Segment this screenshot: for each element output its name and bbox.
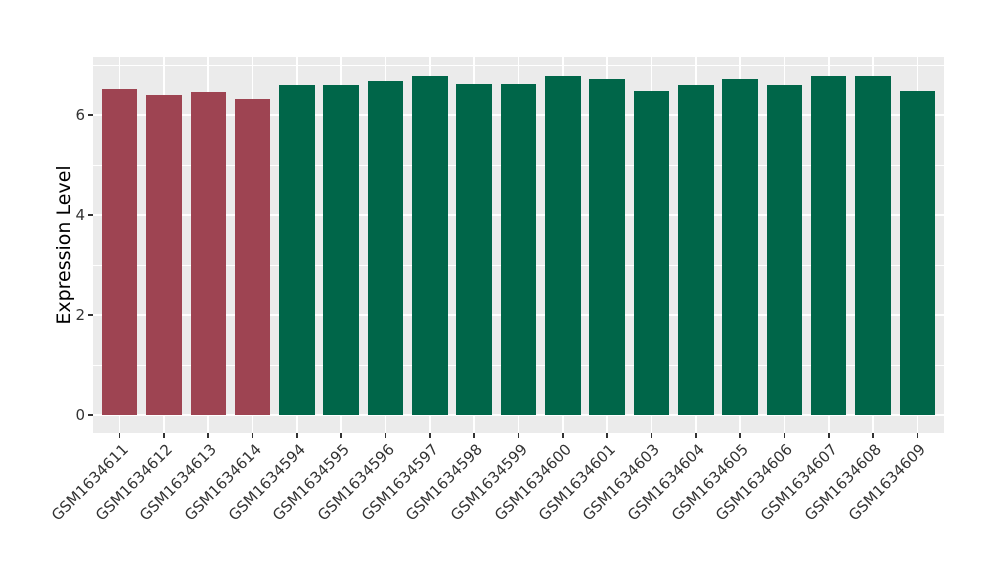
- x-tick-mark: [296, 433, 298, 438]
- y-axis-title: Expression Level: [53, 165, 75, 325]
- bar-GSM1634614: [234, 98, 271, 415]
- x-tick-mark: [562, 433, 564, 438]
- bar-GSM1634596: [367, 80, 404, 415]
- bar-GSM1634600: [545, 75, 581, 415]
- x-tick-mark: [517, 433, 520, 438]
- x-tick-mark: [828, 433, 830, 438]
- x-tick-mark: [916, 433, 919, 438]
- x-tick-mark: [606, 433, 608, 438]
- bar-GSM1634603: [633, 90, 670, 415]
- y-tick-label: 4: [75, 206, 85, 224]
- y-tick-mark: [88, 214, 93, 216]
- y-tick-label: 0: [75, 406, 85, 424]
- x-tick-mark: [384, 433, 387, 438]
- x-tick-mark: [207, 433, 209, 438]
- bar-GSM1634612: [146, 95, 182, 415]
- x-tick-mark: [695, 433, 697, 438]
- bar-GSM1634598: [456, 84, 492, 415]
- bar-GSM1634599: [500, 84, 537, 415]
- bar-GSM1634594: [279, 84, 315, 415]
- bar-GSM1634608: [855, 76, 891, 415]
- bar-GSM1634605: [722, 79, 758, 415]
- bar-GSM1634606: [766, 84, 803, 415]
- y-tick-mark: [88, 314, 93, 316]
- bar-GSM1634597: [412, 75, 448, 415]
- plot-panel: [93, 57, 944, 433]
- y-tick-label: 6: [75, 106, 85, 124]
- x-tick-mark: [163, 433, 165, 438]
- bar-GSM1634613: [190, 92, 226, 415]
- x-tick-mark: [340, 433, 342, 438]
- bar-GSM1634609: [899, 90, 936, 415]
- x-tick-mark: [251, 433, 254, 438]
- x-tick-mark: [429, 433, 431, 438]
- x-tick-mark: [118, 433, 121, 438]
- y-tick-mark: [88, 114, 93, 116]
- x-tick-mark: [783, 433, 786, 438]
- x-tick-mark: [650, 433, 653, 438]
- x-tick-mark: [739, 433, 741, 438]
- x-tick-mark: [473, 433, 475, 438]
- y-tick-mark: [88, 414, 93, 416]
- bar-GSM1634601: [589, 78, 625, 415]
- bar-GSM1634607: [811, 75, 847, 415]
- x-tick-mark: [872, 433, 874, 438]
- bar-GSM1634604: [678, 84, 714, 415]
- bar-GSM1634595: [323, 84, 359, 415]
- bar-GSM1634611: [101, 89, 138, 415]
- y-tick-label: 2: [75, 306, 85, 324]
